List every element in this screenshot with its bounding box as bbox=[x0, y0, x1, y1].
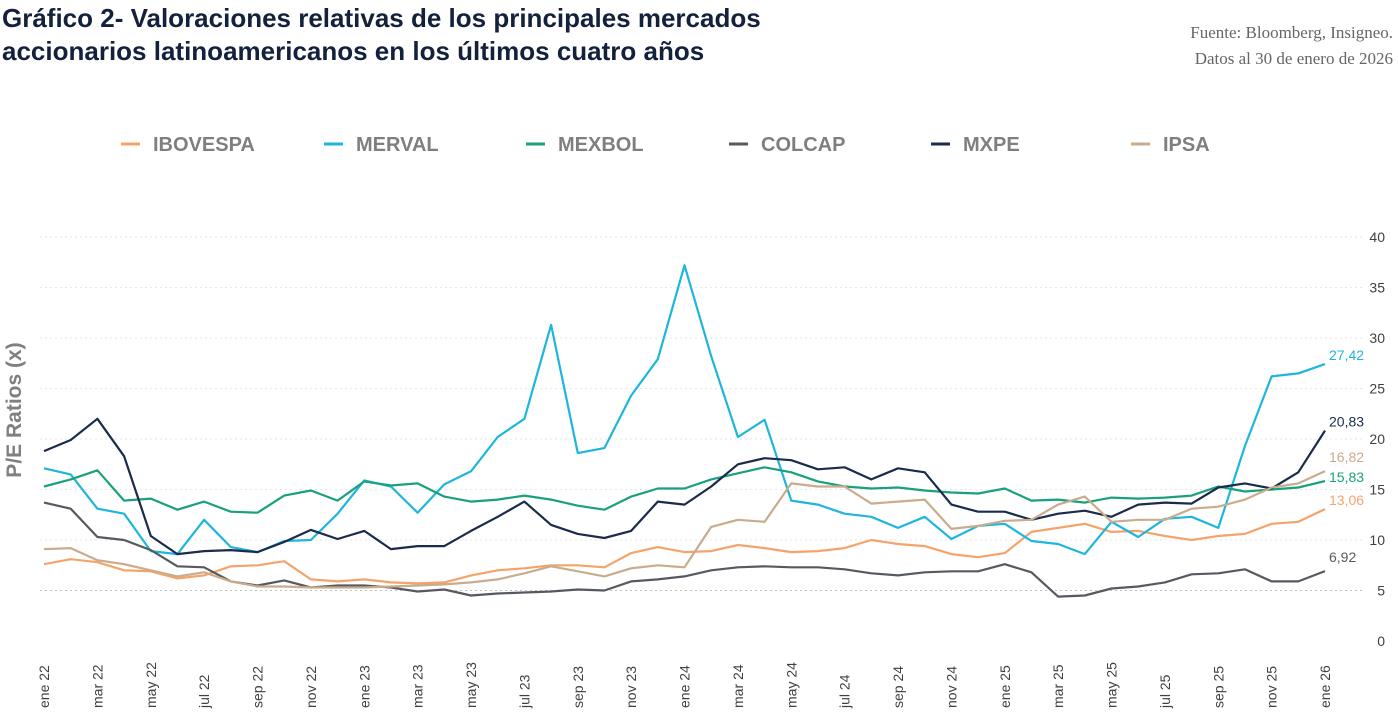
y-tick-label: 15 bbox=[1369, 482, 1385, 498]
legend-label: MERVAL bbox=[356, 134, 439, 156]
x-tick-label: sep 25 bbox=[1210, 666, 1226, 708]
y-tick-label: 5 bbox=[1377, 583, 1385, 599]
source-line-1: Fuente: Bloomberg, Insigneo. bbox=[1190, 23, 1393, 42]
x-tick-label: jul 23 bbox=[516, 674, 532, 709]
series-line-ibovespa bbox=[43, 508, 1326, 585]
x-tick-label: may 24 bbox=[783, 662, 799, 708]
legend-label: IPSA bbox=[1163, 134, 1210, 156]
y-tick-label: 35 bbox=[1369, 280, 1385, 296]
y-tick-label: 10 bbox=[1369, 532, 1385, 548]
x-tick-label: mar 22 bbox=[89, 664, 105, 708]
end-value-label: 16,82 bbox=[1329, 449, 1364, 465]
legend-label: MXPE bbox=[963, 134, 1020, 156]
series-line-mxpe bbox=[43, 417, 1326, 556]
y-tick-label: 20 bbox=[1369, 431, 1385, 447]
x-tick-label: ene 26 bbox=[1317, 665, 1333, 708]
end-value-label: 13,06 bbox=[1329, 492, 1364, 508]
source-line-2: Datos al 30 de enero de 2026 bbox=[1194, 49, 1393, 68]
y-axis-title: P/E Ratios (x) bbox=[3, 342, 26, 477]
x-tick-label: sep 24 bbox=[890, 666, 906, 708]
y-tick-label: 25 bbox=[1369, 381, 1385, 397]
end-value-label: 27,42 bbox=[1329, 347, 1364, 363]
x-tick-label: nov 24 bbox=[943, 666, 959, 708]
x-tick-label: mar 23 bbox=[410, 664, 426, 708]
end-value-label: 20,83 bbox=[1329, 414, 1364, 430]
legend-label: IBOVESPA bbox=[153, 134, 255, 156]
x-tick-label: sep 22 bbox=[250, 666, 266, 708]
series-line-merval bbox=[43, 264, 1326, 556]
x-tick-label: nov 22 bbox=[303, 666, 319, 708]
title-line-1: Gráfico 2- Valoraciones relativas de los… bbox=[2, 3, 761, 33]
x-tick-label: ene 25 bbox=[997, 665, 1013, 708]
end-value-label: 6,92 bbox=[1329, 549, 1356, 565]
legend-label: COLCAP bbox=[761, 134, 845, 156]
x-tick-label: may 23 bbox=[463, 662, 479, 708]
y-tick-label: 0 bbox=[1377, 633, 1385, 649]
x-tick-label: ene 23 bbox=[356, 665, 372, 708]
x-tick-label: ene 22 bbox=[36, 665, 52, 708]
x-tick-label: jul 22 bbox=[196, 674, 212, 709]
x-tick-label: mar 25 bbox=[1050, 664, 1066, 708]
x-tick-label: may 22 bbox=[143, 662, 159, 708]
title-line-2: accionarios latinoamericanos en los últi… bbox=[2, 36, 705, 66]
x-tick-label: may 25 bbox=[1104, 662, 1120, 708]
legend-label: MEXBOL bbox=[558, 134, 644, 156]
x-tick-label: nov 23 bbox=[623, 666, 639, 708]
chart-title: Gráfico 2- Valoraciones relativas de los… bbox=[2, 2, 902, 68]
series-line-mexbol bbox=[43, 466, 1326, 514]
x-tick-label: sep 23 bbox=[570, 666, 586, 708]
x-tick-label: nov 25 bbox=[1264, 666, 1280, 708]
y-tick-label: 40 bbox=[1369, 229, 1385, 245]
series-line-ipsa bbox=[43, 470, 1326, 589]
x-tick-label: mar 24 bbox=[730, 664, 746, 708]
end-value-label: 15,83 bbox=[1329, 469, 1364, 485]
x-tick-label: ene 24 bbox=[677, 665, 693, 708]
source-note: Fuente: Bloomberg, Insigneo. Datos al 30… bbox=[1190, 20, 1393, 72]
x-tick-label: jul 24 bbox=[837, 674, 853, 709]
x-tick-label: jul 25 bbox=[1157, 674, 1173, 709]
y-tick-label: 30 bbox=[1369, 330, 1385, 346]
